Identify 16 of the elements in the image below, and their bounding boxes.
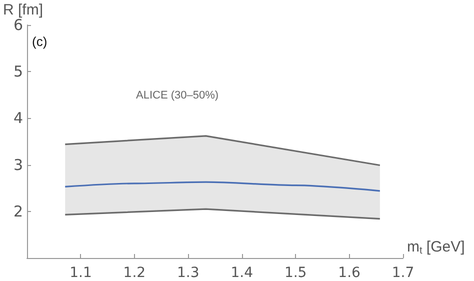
y-tick-label: 3 xyxy=(13,156,23,174)
y-tick-label: 6 xyxy=(13,16,23,34)
x-tick-label: 1.1 xyxy=(70,265,92,281)
y-tick-label: 4 xyxy=(13,109,23,128)
x-tick-label: 1.2 xyxy=(123,265,146,281)
y-axis-title: R [fm] xyxy=(3,2,43,19)
y-tick-label: 5 xyxy=(13,62,23,81)
x-tick-label: 1.4 xyxy=(230,265,254,281)
x-tick-label: 1.6 xyxy=(338,265,361,281)
annotation: (c) xyxy=(32,34,48,49)
y-tick-label: 2 xyxy=(13,202,23,220)
annotation: ALICE (30–50%) xyxy=(136,90,219,102)
x-tick-label: 1.3 xyxy=(177,265,200,281)
x-tick-label: 1.7 xyxy=(392,265,414,281)
x-tick-label: 1.5 xyxy=(284,265,307,281)
line-series xyxy=(64,181,381,192)
